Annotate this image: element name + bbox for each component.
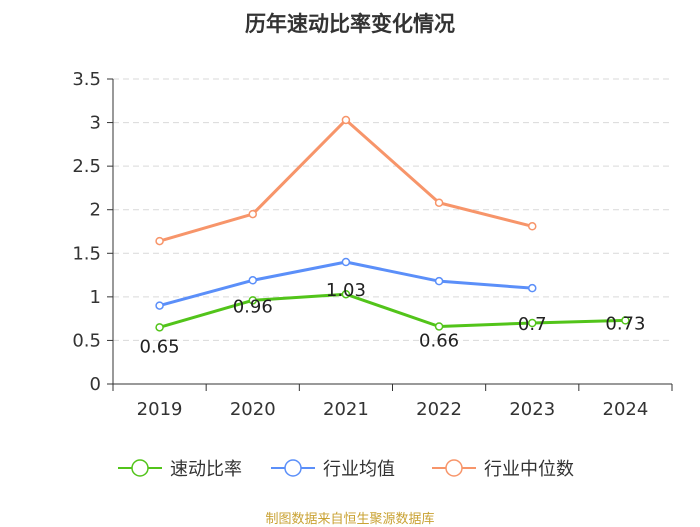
data-label: 0.96 <box>233 296 273 317</box>
data-point <box>248 209 257 219</box>
data-label: 0.66 <box>419 330 459 351</box>
y-tick-label: 0 <box>90 374 101 395</box>
legend-label: 行业中位数 <box>484 459 574 480</box>
legend-marker <box>284 459 302 477</box>
data-label: 0.7 <box>518 314 547 335</box>
x-tick-label: 2019 <box>137 399 183 420</box>
data-point <box>434 322 444 331</box>
data-point <box>155 236 164 246</box>
legend-marker <box>445 459 463 477</box>
data-point <box>528 283 537 293</box>
data-point <box>248 276 257 285</box>
source-note: 制图数据来自恒生聚源数据库 <box>265 512 435 527</box>
chart-title: 历年速动比率变化情况 <box>245 12 455 36</box>
x-tick-label: 2021 <box>323 399 369 420</box>
series-line-2 <box>159 118 533 243</box>
data-point <box>248 296 257 305</box>
data-point <box>528 318 537 328</box>
x-tick-label: 2024 <box>603 399 649 420</box>
data-point <box>341 257 351 267</box>
data-point <box>434 198 444 207</box>
x-tick-label: 2020 <box>230 399 276 420</box>
data-point <box>155 323 164 332</box>
data-point <box>155 301 164 310</box>
legend-marker <box>131 459 149 477</box>
data-point <box>621 316 630 325</box>
data-label: 0.73 <box>605 313 645 334</box>
y-tick-label: 2.5 <box>72 156 101 177</box>
data-point <box>434 276 444 286</box>
y-tick-label: 1.5 <box>72 243 101 264</box>
legend-label: 行业均值 <box>323 459 395 480</box>
legend-label: 速动比率 <box>170 459 242 480</box>
y-tick-label: 3 <box>90 113 101 134</box>
y-tick-label: 2 <box>90 200 101 221</box>
data-point <box>341 115 351 125</box>
series-line-0 <box>159 292 626 329</box>
y-tick-label: 1 <box>90 287 101 308</box>
y-tick-label: 0.5 <box>72 330 101 351</box>
data-point <box>341 289 351 299</box>
data-label: 0.65 <box>140 336 180 357</box>
x-tick-label: 2022 <box>416 399 462 420</box>
x-tick-label: 2023 <box>509 399 555 420</box>
data-label: 1.03 <box>326 280 366 301</box>
y-tick-label: 3.5 <box>72 69 101 90</box>
data-point <box>528 222 537 231</box>
